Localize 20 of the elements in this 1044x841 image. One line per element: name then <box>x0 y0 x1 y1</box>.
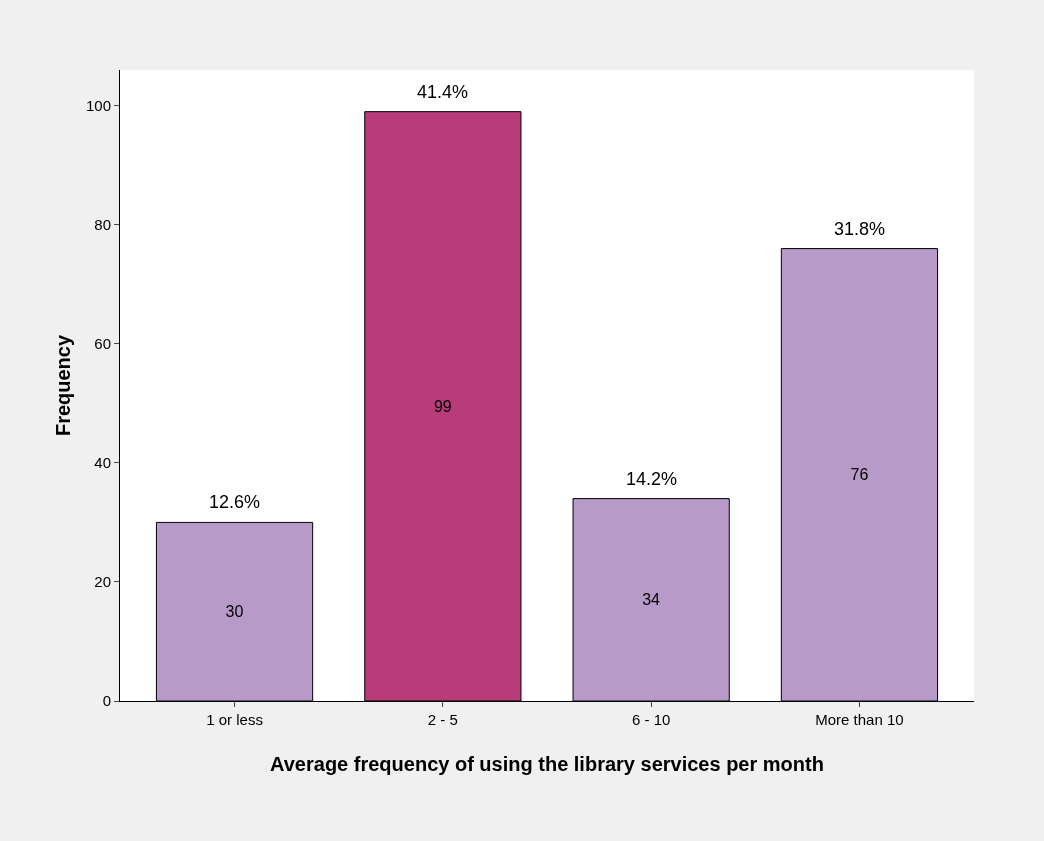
annotation: 41.4% <box>417 82 469 102</box>
data-label: 30 <box>225 603 244 621</box>
x-tick-label: 2 - 5 <box>427 711 458 728</box>
data-label: 34 <box>642 591 661 609</box>
y-tick-label: 20 <box>94 573 111 591</box>
y-tick-label: 100 <box>85 96 111 114</box>
y-axis-title: Frequency <box>52 334 74 437</box>
y-tick-label: 80 <box>94 216 111 234</box>
y-tick-label: 0 <box>102 692 111 710</box>
annotation: 14.2% <box>626 469 678 489</box>
annotation: 31.8% <box>834 219 886 239</box>
annotation: 12.6% <box>209 492 261 512</box>
x-axis-title: Average frequency of using the library services per month <box>270 753 824 775</box>
y-tick-label: 40 <box>94 454 111 472</box>
x-tick-label: 1 or less <box>206 711 263 728</box>
data-label: 76 <box>850 466 869 484</box>
x-tick-label: More than 10 <box>815 711 904 728</box>
data-label: 99 <box>433 397 452 415</box>
y-tick-label: 60 <box>94 335 111 353</box>
x-tick-label: 6 - 10 <box>631 711 671 728</box>
